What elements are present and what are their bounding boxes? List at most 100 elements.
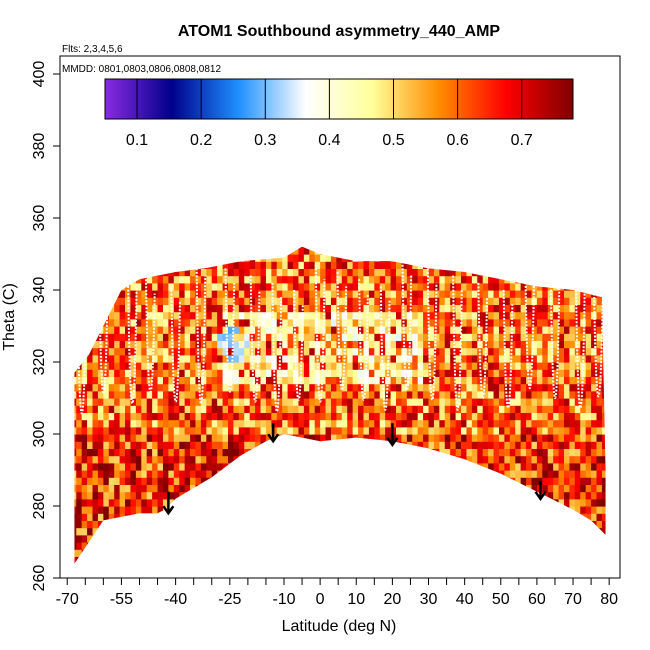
heatmap-cell [417,513,424,521]
heatmap-cell [238,448,245,457]
heatmap-cell [417,383,424,392]
heatmap-cell [493,383,500,392]
heatmap-cell [130,462,137,471]
heatmap-cell [613,326,619,334]
heatmap-cell [114,448,121,457]
heatmap-cell [303,311,310,320]
heatmap-cell [271,354,278,363]
heatmap-cell [488,254,495,262]
heatmap-cell [114,412,121,421]
heatmap-cell [190,268,197,277]
heatmap-cell [152,254,159,262]
heatmap-cell [466,376,473,385]
heatmap-cell [531,326,538,334]
heatmap-cell [249,383,256,392]
heatmap-cell [396,441,403,449]
heatmap-cell [417,311,424,320]
heatmap-cell [293,376,300,385]
heatmap-cell [190,290,197,298]
heatmap-cell [564,326,571,334]
heatmap-cell [309,556,316,564]
heatmap-cell [260,340,267,349]
heatmap-cell [553,254,560,262]
heatmap-cell [179,498,186,507]
heatmap-cell [428,290,435,298]
heatmap-cell [347,304,354,313]
heatmap-cell [493,556,500,564]
heatmap-cell [618,304,624,312]
heatmap-cell [152,513,159,521]
heatmap-cell [461,311,468,320]
heatmap-cell [325,484,332,493]
heatmap-cell [341,527,348,536]
heatmap-cell [211,534,218,543]
heatmap-cell [200,556,207,564]
heatmap-cell [60,254,66,262]
heatmap-cell [379,304,386,313]
heatmap-cell [417,246,424,248]
heatmap-cell [222,477,229,485]
heatmap-cell [168,470,175,478]
heatmap-cell [293,290,300,298]
heatmap-cell [265,484,272,493]
heatmap-cell [135,282,142,291]
heatmap-cell [352,362,359,370]
heatmap-cell [195,326,202,334]
heatmap-cell [347,549,354,557]
heatmap-cell [211,506,218,514]
heatmap-cell [542,556,549,564]
heatmap-cell [260,412,267,421]
heatmap-cell [255,412,262,421]
heatmap-cell [390,542,397,550]
heatmap-cell [374,254,381,262]
heatmap-cell [515,246,522,248]
heatmap-cell [244,333,251,341]
flight-trace [524,264,536,390]
heatmap-cell [125,470,132,478]
heatmap-cell [190,297,197,305]
heatmap-cell [206,441,213,449]
flight-trace [195,261,207,405]
heatmap-cell [406,383,413,392]
heatmap-cell [195,534,202,543]
heatmap-cell [228,498,235,507]
heatmap-cell [477,362,484,370]
heatmap-cell [190,246,197,255]
heatmap-cell [433,484,440,493]
heatmap-cell [282,318,289,327]
heatmap-cell [444,390,451,399]
heatmap-cell [466,333,473,341]
heatmap-cell [92,354,99,363]
heatmap-cell [358,412,365,421]
heatmap-cell [325,326,332,334]
heatmap-cell [233,318,240,327]
heatmap-cell [591,470,598,478]
heatmap-cell [379,369,386,377]
heatmap-cell [493,506,500,514]
heatmap-cell [574,390,581,399]
heatmap-cell [130,275,137,284]
heatmap-cell [352,383,359,392]
heatmap-cell [276,520,283,529]
heatmap-cell [162,563,169,564]
heatmap-cell [119,520,126,529]
heatmap-cell [536,354,543,363]
heatmap-cell [314,542,321,550]
heatmap-cell [477,448,484,457]
heatmap-cell [103,534,110,543]
heatmap-cell [417,419,424,428]
heatmap-cell [141,549,148,557]
heatmap-cell [433,470,440,478]
heatmap-cell [200,498,207,507]
heatmap-cell [596,326,603,334]
heatmap-cell [574,534,581,543]
heatmap-cell [282,498,289,507]
heatmap-cell [509,354,516,363]
heatmap-cell [233,434,240,442]
heatmap-cell [135,246,142,248]
heatmap-cell [547,398,554,406]
heatmap-cell [536,268,543,277]
heatmap-cell [157,354,164,363]
heatmap-cell [173,448,180,457]
heatmap-cell [536,282,543,291]
